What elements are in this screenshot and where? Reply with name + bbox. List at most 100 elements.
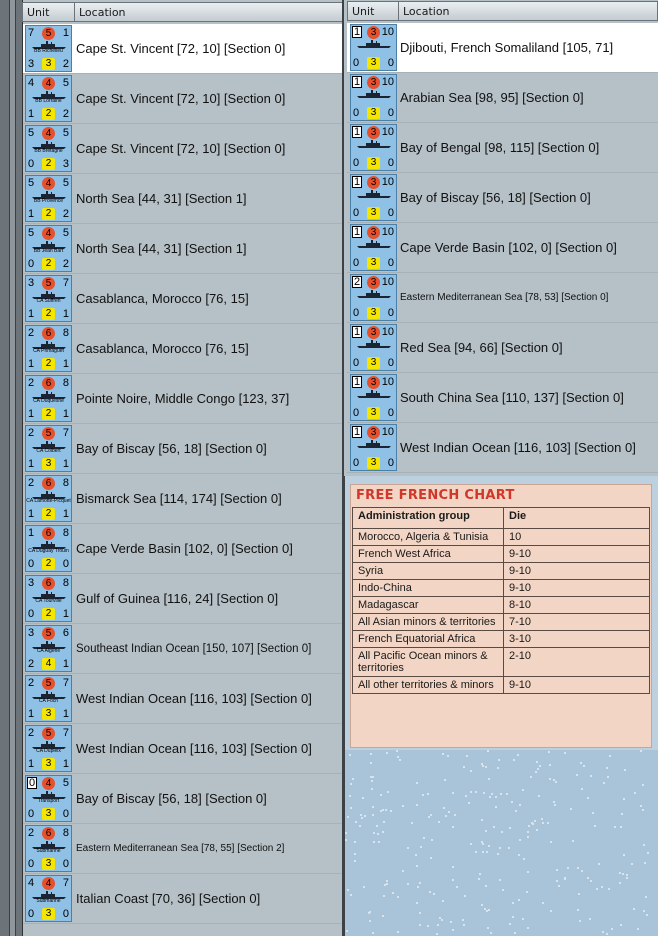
unit-row[interactable]: 4 4 7 0 3 0 Submarine Italian Coast [70, 36] [S…	[23, 874, 343, 924]
unit-row[interactable]: 5 4 5 0 2 2 BB Jean Bart North Sea [44, 31] [Se…	[23, 224, 343, 274]
unit-counter[interactable]: 1 6 8 0 2 0 CA Duguay Trouin	[25, 525, 72, 572]
sea-speckle	[475, 791, 477, 793]
unit-counter[interactable]: 2 5 7 1 3 1 CA Foch	[25, 675, 72, 722]
unit-counter[interactable]: 2 3 10 0 3 0	[350, 274, 397, 321]
sea-speckle	[607, 776, 609, 778]
unit-counter[interactable]: 2 6 8 1 2 1 CA Duquesne	[25, 375, 72, 422]
unit-row[interactable]: 2 6 8 0 3 0 Submarine Eastern Mediterranean Sea…	[23, 824, 343, 874]
sea-speckle	[419, 882, 421, 884]
sea-speckle	[444, 779, 446, 781]
location-column-header[interactable]: Location	[79, 6, 126, 19]
sea-speckle	[553, 801, 555, 803]
scrollbar-rail[interactable]	[9, 0, 16, 936]
unit-row[interactable]: 0 4 5 0 3 0 Transport Bay of Biscay [56, 18] [S…	[23, 774, 343, 824]
unit-counter[interactable]: 1 3 10 0 3 0	[350, 424, 397, 471]
unit-counter[interactable]: 2 6 8 1 2 1 CA Lamotte-Picquet	[25, 475, 72, 522]
sea-speckle	[439, 917, 441, 919]
unit-row[interactable]: 3 6 8 0 2 1 CA Tourville Gulf of Guinea [116, 2…	[23, 574, 343, 624]
counter-bottom-right-value: 0	[62, 858, 69, 870]
sea-speckle	[487, 927, 489, 929]
attack-value: 3	[367, 226, 380, 239]
counter-bottom-left-value: 0	[353, 457, 360, 469]
defense-value: 3	[367, 357, 380, 369]
unit-row[interactable]: 1 3 10 0 3 0 West Indian Ocean [116, 103] [Sec…	[347, 423, 658, 473]
attack-value: 6	[42, 327, 55, 340]
unit-row[interactable]: 5 4 5 1 2 2 BB Provence North Sea [44, 31] [Sec…	[23, 174, 343, 224]
attack-value: 6	[42, 377, 55, 390]
unit-row[interactable]: 1 3 10 0 3 0 Bay of Bengal [98, 115] [Section …	[347, 123, 658, 173]
unit-counter[interactable]: 1 3 10 0 3 0	[350, 174, 397, 221]
unit-counter[interactable]: 0 4 5 0 3 0 Transport	[25, 775, 72, 822]
counter-top-right-value: 8	[62, 527, 69, 539]
sea-speckle	[486, 851, 488, 853]
sea-speckle	[369, 911, 371, 913]
unit-row[interactable]: 3 5 6 2 4 1 CA Algérie Southeast Indian Ocean […	[23, 624, 343, 674]
unit-counter[interactable]: 5 4 5 0 2 2 BB Jean Bart	[25, 225, 72, 272]
unit-counter[interactable]: 2 5 7 1 3 1 CA Colbert	[25, 425, 72, 472]
unit-counter[interactable]: 5 4 5 0 2 3 BB Bretagne	[25, 125, 72, 172]
counter-top-left-value: 1	[352, 126, 363, 138]
sea-speckle	[514, 932, 516, 934]
counter-bottom-right-value: 0	[387, 157, 394, 169]
unit-counter[interactable]: 1 3 10 0 3 0	[350, 224, 397, 271]
sea-speckle	[513, 759, 515, 761]
attack-value: 6	[42, 577, 55, 590]
sea-speckle	[645, 896, 647, 898]
sea-speckle	[378, 841, 380, 843]
defense-value: 3	[42, 808, 55, 820]
unit-counter[interactable]: 4 4 5 1 2 2 BB Lorraine	[25, 75, 72, 122]
unit-column-header[interactable]: Unit	[348, 2, 399, 20]
unit-row[interactable]: 2 6 8 1 2 1 CA Lamotte-Picquet Bismarck Sea [11…	[23, 474, 343, 524]
unit-row[interactable]: 2 5 7 1 3 1 CA Dupleix West Indian Ocean [116, …	[23, 724, 343, 774]
unit-counter[interactable]: 2 6 8 1 2 1 CA Primaguet	[25, 325, 72, 372]
unit-row[interactable]: 2 5 7 1 3 1 CA Foch West Indian Ocean [116, 103…	[23, 674, 343, 724]
unit-counter[interactable]: 1 3 10 0 3 0	[350, 374, 397, 421]
unit-counter[interactable]: 1 3 10 0 3 0	[350, 124, 397, 171]
location-column-header[interactable]: Location	[403, 5, 450, 18]
unit-row[interactable]: 1 3 10 0 3 0 Cape Verde Basin [102, 0] [Sectio…	[347, 223, 658, 273]
unit-row[interactable]: 1 6 8 0 2 0 CA Duguay Trouin Cape Verde Basin […	[23, 524, 343, 574]
unit-row[interactable]: 3 5 7 1 2 1 CA Suffren Casablanca, Morocco [76,…	[23, 274, 343, 324]
unit-row[interactable]: 2 6 8 1 2 1 CA Primaguet Casablanca, Morocco [7…	[23, 324, 343, 374]
unit-counter[interactable]: 3 5 7 1 2 1 CA Suffren	[25, 275, 72, 322]
sea-speckle	[407, 847, 409, 849]
unit-row[interactable]: 1 3 10 0 3 0 Red Sea [94, 66] [Section 0]	[347, 323, 658, 373]
unit-counter[interactable]: 2 5 7 1 3 1 CA Dupleix	[25, 725, 72, 772]
sea-speckle	[536, 829, 538, 831]
sea-speckle	[362, 797, 364, 799]
counter-top-left-value: 0	[27, 777, 38, 789]
unit-counter[interactable]: 2 6 8 0 3 0 Submarine	[25, 825, 72, 872]
sea-speckle	[590, 775, 592, 777]
unit-counter[interactable]: 5 4 5 1 2 2 BB Provence	[25, 175, 72, 222]
unit-row[interactable]: 5 4 5 0 2 3 BB Bretagne Cape St. Vincent [72, 1…	[23, 124, 343, 174]
unit-counter[interactable]: 1 3 10 0 3 0	[350, 74, 397, 121]
unit-counter[interactable]: 1 3 10 0 3 0	[350, 324, 397, 371]
unit-row[interactable]: 1 3 10 0 3 0 South China Sea [110, 137] [Secti…	[347, 373, 658, 423]
sea-speckle	[527, 836, 529, 838]
sea-speckle	[481, 763, 483, 765]
counter-top-right-value: 8	[62, 577, 69, 589]
counter-bottom-left-value: 3	[28, 58, 35, 70]
administration-group: Madagascar	[352, 596, 504, 614]
unit-counter[interactable]: 3 6 8 0 2 1 CA Tourville	[25, 575, 72, 622]
unit-counter[interactable]: 4 4 7 0 3 0 Submarine	[25, 875, 72, 922]
unit-row[interactable]: 1 3 10 0 3 0 Bay of Biscay [56, 18] [Section 0…	[347, 173, 658, 223]
sea-speckle	[587, 797, 589, 799]
counter-bottom-left-value: 1	[28, 208, 35, 220]
unit-row[interactable]: 1 3 10 0 3 0 Djibouti, French Somaliland [105,…	[347, 23, 658, 73]
unit-location: Djibouti, French Somaliland [105, 71]	[400, 40, 614, 55]
unit-counter[interactable]: 3 5 6 2 4 1 CA Algérie	[25, 625, 72, 672]
unit-column-header[interactable]: Unit	[23, 3, 75, 21]
panel-divider[interactable]	[342, 0, 345, 936]
unit-row[interactable]: 2 6 8 1 2 1 CA Duquesne Pointe Noire, Middle Co…	[23, 374, 343, 424]
unit-row[interactable]: 2 3 10 0 3 0 Eastern Mediterranean Sea [78, 53…	[347, 273, 658, 323]
unit-counter[interactable]: 7 5 1 3 3 2 BB Richelieu	[25, 25, 72, 72]
unit-row[interactable]: 1 3 10 0 3 0 Arabian Sea [98, 95] [Section 0]	[347, 73, 658, 123]
unit-row[interactable]: 4 4 5 1 2 2 BB Lorraine Cape St. Vincent [72, 1…	[23, 74, 343, 124]
sea-speckle	[396, 750, 398, 752]
left-scrollbar[interactable]	[0, 0, 23, 936]
unit-row[interactable]: 7 5 1 3 3 2 BB Richelieu Cape St. Vincent [72, …	[23, 24, 343, 74]
sea-speckle	[349, 795, 351, 797]
unit-counter[interactable]: 1 3 10 0 3 0	[350, 24, 397, 71]
unit-row[interactable]: 2 5 7 1 3 1 CA Colbert Bay of Biscay [56, 18] […	[23, 424, 343, 474]
